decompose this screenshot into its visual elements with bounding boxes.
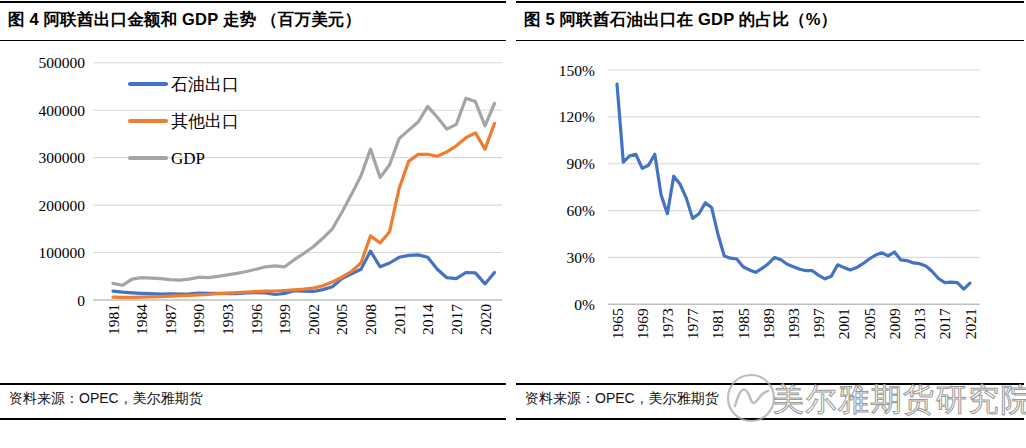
x-axis-tick-label: 2021: [962, 308, 979, 339]
y-axis-tick-label: 120%: [559, 108, 595, 125]
title-divider-rule: [516, 40, 1024, 41]
legend-label: 其他出口: [171, 112, 239, 131]
x-axis-tick-label: 2013: [911, 308, 928, 339]
y-axis-tick-label: 400000: [39, 102, 86, 119]
x-axis-tick-label: 2002: [305, 304, 322, 335]
x-axis-tick-label: 1981: [105, 304, 122, 335]
title-divider-rule: [0, 40, 506, 41]
figure-panel-5: 图 5 阿联酋石油出口在 GDP 的占比（%） 0% 30% 60% 90% 120% 1…: [513, 0, 1026, 448]
x-axis-tick-label: 2017: [936, 308, 953, 339]
x-axis-tick-label: 2001: [835, 308, 852, 339]
x-axis-tick-label: 1987: [162, 304, 179, 335]
x-axis-tick-label: 1990: [190, 304, 207, 335]
figure-4-title: 图 4 阿联酋出口金额和 GDP 走势 （百万美元）: [8, 9, 503, 31]
x-axis-tick-label: 1993: [785, 308, 802, 339]
uae-oil-share-gdp-line-chart: 0% 30% 60% 90% 120% 150% 1965 1969 1973 1977 1981 1…: [513, 45, 1023, 380]
x-axis-tick-label: 1977: [684, 308, 701, 339]
x-axis-tick-label: 2009: [886, 308, 903, 339]
x-axis-tick-label: 1981: [709, 308, 726, 339]
y-axis-tick-label: 500000: [39, 54, 86, 71]
y-axis-tick-label: 60%: [567, 202, 596, 219]
x-axis-tick-label: 2008: [362, 304, 379, 335]
uae-exports-gdp-line-chart: 0 100000 200000 300000 400000 500000 1981 1984 1…: [0, 45, 510, 380]
top-rule: [0, 1, 506, 3]
x-axis-tick-label: 1973: [659, 308, 676, 339]
x-axis-tick-label: 2017: [448, 304, 465, 335]
x-axis-tick-label: 1989: [760, 308, 777, 339]
source-top-rule: [516, 383, 1024, 385]
x-axis-tick-label: 1993: [219, 304, 236, 335]
legend-label: GDP: [171, 149, 205, 168]
legend-label: 石油出口: [171, 75, 239, 94]
y-axis-tick-label: 150%: [559, 62, 595, 79]
figure-5-title: 图 5 阿联酋石油出口在 GDP 的占比（%）: [524, 9, 1019, 31]
x-axis-tick-label: 1996: [248, 304, 265, 335]
x-axis-tick-label: 2011: [391, 304, 408, 334]
report-figure-strip: 图 4 阿联酋出口金额和 GDP 走势 （百万美元） 0 100000 200000…: [0, 0, 1026, 448]
x-axis-tick-label: 1985: [735, 308, 752, 339]
top-rule: [516, 1, 1024, 3]
series-line-石油出口/GDP: [617, 84, 970, 289]
source-note: 资料来源：OPEC，美尔雅期货: [9, 390, 203, 408]
x-axis-tick-label: 2005: [861, 308, 878, 339]
x-axis-tick-label: 1965: [609, 308, 626, 339]
x-axis-tick-label: 1999: [276, 304, 293, 335]
y-axis-tick-label: 90%: [567, 155, 596, 172]
y-axis-tick-label: 100000: [39, 244, 86, 261]
y-axis-tick-label: 30%: [567, 249, 596, 266]
x-axis-tick-label: 1984: [133, 304, 150, 335]
x-axis-tick-label: 2014: [419, 304, 436, 335]
x-axis-tick-label: 2020: [477, 304, 494, 335]
figure-panel-4: 图 4 阿联酋出口金额和 GDP 走势 （百万美元） 0 100000 200000…: [0, 0, 513, 448]
y-axis-tick-label: 0: [77, 292, 85, 309]
y-axis-tick-label: 0%: [574, 296, 595, 313]
source-bottom-rule: [516, 418, 1024, 420]
source-top-rule: [0, 383, 506, 385]
y-axis-tick-label: 200000: [39, 197, 86, 214]
source-bottom-rule: [0, 418, 506, 420]
x-axis-tick-label: 1997: [810, 308, 827, 339]
x-axis-tick-label: 1969: [634, 308, 651, 339]
y-axis-tick-label: 300000: [39, 149, 86, 166]
source-note: 资料来源：OPEC，美尔雅期货: [525, 390, 719, 408]
x-axis-tick-label: 2005: [333, 304, 350, 335]
